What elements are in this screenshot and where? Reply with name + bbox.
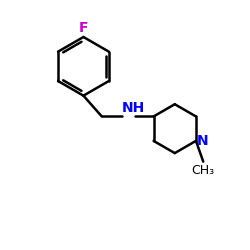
Text: CH₃: CH₃	[192, 164, 215, 176]
Text: NH: NH	[122, 101, 145, 115]
Text: N: N	[197, 134, 209, 148]
Text: F: F	[79, 20, 88, 34]
